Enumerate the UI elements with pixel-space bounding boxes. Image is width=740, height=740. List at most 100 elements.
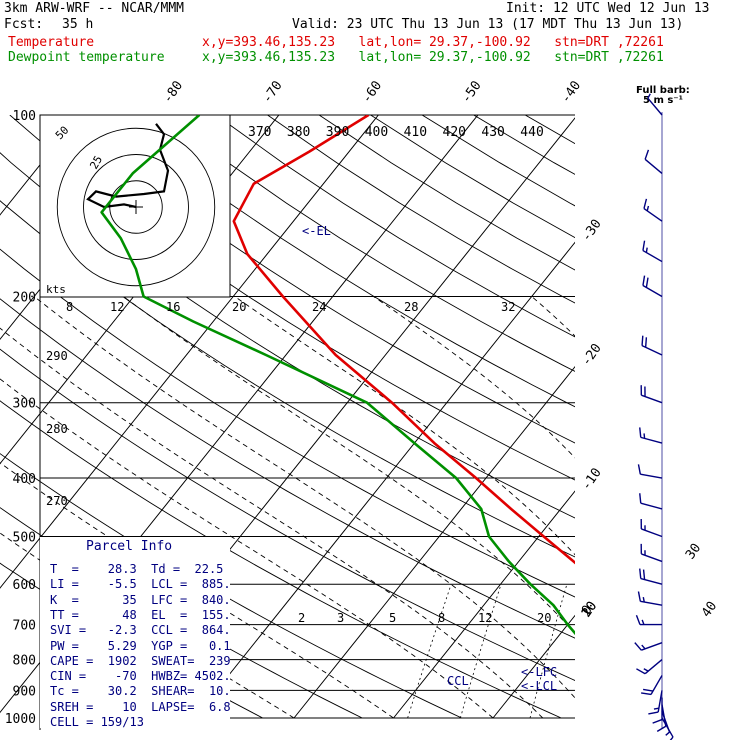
init-time: Init: 12 UTC Wed 12 Jun 13 [506, 1, 710, 16]
hodograph-speed-label: 32 [501, 300, 515, 314]
dry-adiabat [0, 152, 575, 519]
wind-barb [636, 659, 663, 675]
wind-barb [643, 198, 663, 222]
hodograph-speed-label: 12 [110, 300, 124, 314]
lcl-marker: <-LCL [521, 679, 557, 693]
forecast-hour: 35 h [62, 17, 94, 32]
hodograph-units: kts [46, 283, 66, 296]
theta-label: 370 [248, 125, 271, 140]
wind-barb [637, 464, 663, 479]
el-marker: <-EL [302, 224, 331, 238]
hodograph-speed-label: 24 [312, 300, 326, 314]
dewpoint-legend: Dewpoint temperature [8, 50, 165, 65]
parcel-info-row: TT = 48 EL = 155. [50, 607, 231, 622]
mixing-ratio-label: 3 [337, 611, 344, 625]
parcel-info-box [40, 537, 230, 728]
temp-tick-label-right: -20 [579, 341, 605, 369]
mixing-ratio-label: 20 [537, 611, 551, 625]
temp-tick-label-top: -60 [359, 78, 385, 106]
pressure-tick-label: 900 [13, 684, 36, 699]
temperature-legend: Temperature [8, 35, 95, 50]
isotherm [692, 115, 740, 718]
temperature-location: x,y=393.46,135.23 lat,lon= 29.37,-100.92… [202, 35, 664, 50]
wind-barb [639, 493, 663, 510]
theta-e-label: 290 [46, 349, 68, 363]
wind-barb [640, 385, 663, 404]
wind-barb [648, 690, 663, 715]
wind-barb [635, 614, 662, 626]
wind-barb [641, 675, 663, 696]
barb-legend-title: Full barb: [636, 85, 690, 96]
model-title: 3km ARW-WRF -- NCAR/MMM [4, 1, 185, 16]
hodograph-speed-label: 8 [66, 300, 73, 314]
moist-adiabat [234, 296, 575, 556]
mixing-ratio-line [529, 584, 568, 719]
parcel-info-row: Tc = 30.2 SHEAR= 10. [50, 684, 231, 699]
hodograph-ring [83, 154, 189, 260]
hodograph-ring [56, 127, 216, 287]
dry-adiabat [0, 298, 575, 639]
isotherm [194, 241, 575, 719]
parcel-info-row: T = 28.3 Td = 22.5 [50, 562, 224, 576]
mixing-ratio-label: 2 [298, 611, 305, 625]
hodograph-speed-label: 20 [232, 300, 246, 314]
wind-barb [642, 240, 663, 263]
theta-e-label: 280 [46, 422, 68, 436]
pressure-tick-label: 400 [13, 472, 36, 487]
mixing-ratio-label: 8 [438, 611, 445, 625]
parcel-info-row: LI = -5.5 LCL = 885. [50, 577, 231, 592]
parcel-info-title: Parcel Info [86, 539, 173, 554]
moist-adiabat [531, 296, 575, 337]
mixing-ratio-label: 12 [478, 611, 492, 625]
wind-barb [639, 568, 663, 585]
isotherm [293, 365, 575, 719]
dry-adiabat [473, 115, 575, 175]
theta-e-label: 270 [46, 494, 68, 508]
wind-barb [642, 275, 663, 298]
temp-tick-label-right: -30 [579, 217, 605, 245]
temp-tick-label-top: -70 [260, 78, 286, 106]
wind-barb [652, 697, 663, 724]
temp-tick-label-right: 40 [699, 599, 720, 620]
wind-barb [639, 427, 663, 444]
dry-adiabat [61, 115, 575, 444]
theta-label: 390 [326, 125, 349, 140]
hodograph-ring-label: 25 [87, 154, 105, 172]
temp-tick-label-right: -10 [579, 466, 605, 494]
theta-label: 440 [520, 125, 543, 140]
wind-barb [634, 642, 663, 651]
dewpoint-trace [100, 115, 575, 636]
temp-tick-label-top: -80 [160, 78, 186, 106]
temp-tick-label-top: -40 [558, 78, 584, 106]
pressure-tick-label: 700 [13, 619, 36, 634]
dry-adiabat [164, 115, 575, 372]
theta-label: 380 [287, 125, 310, 140]
isotherm [0, 115, 379, 589]
wind-barb [644, 149, 663, 174]
dry-adiabat [731, 115, 740, 718]
wind-barb [647, 93, 663, 116]
isotherm [393, 490, 575, 719]
moist-adiabat [0, 462, 394, 719]
hodograph-speed-label: 28 [404, 300, 418, 314]
temperature-trace [232, 115, 575, 565]
dry-adiabat [577, 115, 740, 718]
isotherm [492, 614, 575, 719]
pressure-tick-label: 800 [13, 654, 36, 669]
forecast-label: Fcst: [4, 17, 44, 32]
wind-barb [637, 591, 663, 606]
moist-adiabat [0, 327, 544, 719]
pressure-tick-label: 300 [13, 397, 36, 412]
dry-adiabat [215, 115, 575, 338]
dry-adiabat [0, 348, 575, 681]
wind-barb [640, 518, 663, 538]
temp-tick-label-right: 10 [579, 599, 600, 620]
lfc-marker: <-LFC [521, 665, 557, 679]
mixing-ratio-line [659, 584, 689, 718]
moist-adiabat [677, 297, 740, 719]
theta-label: 420 [443, 125, 466, 140]
temp-tick-label-right: 20 [579, 599, 600, 620]
pressure-tick-label: 600 [13, 578, 36, 593]
dry-adiabat [421, 115, 575, 207]
